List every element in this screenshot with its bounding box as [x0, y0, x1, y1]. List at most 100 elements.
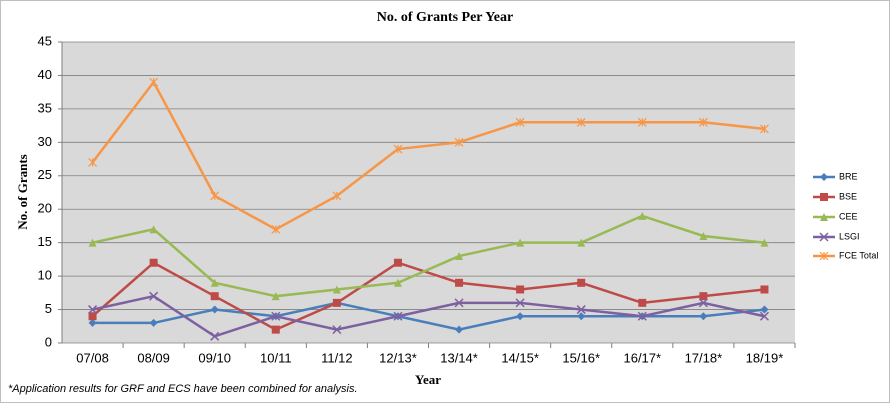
marker: [637, 117, 647, 127]
legend: BRE BSE CEE LSGI FCE Total: [813, 171, 878, 261]
marker: [210, 278, 219, 287]
marker: [760, 285, 769, 294]
y-tick-label: 10: [38, 268, 52, 283]
marker: [638, 211, 647, 220]
marker: [393, 258, 402, 267]
marker: [393, 144, 403, 154]
marker: [149, 318, 158, 327]
legend-item: FCE Total: [813, 250, 878, 261]
marker: [210, 191, 220, 201]
marker: [455, 252, 464, 261]
x-tick-label: 17/18*: [685, 350, 723, 365]
y-tick-label: 40: [38, 67, 52, 82]
marker: [698, 117, 708, 127]
marker: [699, 231, 708, 240]
marker: [819, 251, 829, 261]
marker: [149, 225, 158, 234]
marker: [210, 292, 219, 301]
x-tick-label: 16/17*: [623, 350, 661, 365]
x-tick-label: 09/10: [198, 350, 231, 365]
x-axis-label: Year: [415, 372, 441, 387]
plot-area: [62, 42, 795, 343]
x-tick-label: 13/14*: [440, 350, 478, 365]
marker: [332, 325, 342, 335]
x-tick-label: 18/19*: [746, 350, 784, 365]
x-tick-label: 15/16*: [562, 350, 600, 365]
y-tick-label: 30: [38, 134, 52, 149]
marker: [638, 298, 647, 307]
marker: [455, 325, 464, 334]
x-tick-label: 10/11: [260, 350, 292, 365]
series-line: [91, 79, 765, 231]
marker: [577, 238, 586, 247]
marker: [820, 193, 828, 201]
marker: [820, 213, 828, 221]
legend-label: LSGI: [839, 231, 860, 241]
x-tick-label: 14/15*: [501, 350, 539, 365]
marker: [271, 292, 280, 301]
series-line: [92, 294, 765, 338]
marker: [820, 173, 828, 181]
marker: [88, 305, 98, 315]
series-line: [91, 261, 765, 332]
marker: [515, 117, 525, 127]
y-tick-label: 0: [45, 334, 52, 349]
legend-item: CEE: [813, 211, 858, 221]
marker: [577, 278, 586, 287]
legend-item: BSE: [813, 191, 857, 201]
series-line: [92, 214, 765, 298]
marker: [454, 137, 464, 147]
marker: [210, 331, 220, 341]
y-tick-label: 25: [38, 167, 52, 182]
marker: [699, 292, 708, 301]
marker: [516, 312, 525, 321]
x-tick-label: 12/13*: [379, 350, 417, 365]
marker: [88, 312, 97, 321]
y-tick-label: 5: [45, 301, 52, 316]
marker: [210, 305, 219, 314]
legend-item: BRE: [813, 171, 858, 181]
y-axis-label: No. of Grants: [15, 154, 30, 229]
y-tick-label: 20: [38, 201, 52, 216]
marker: [760, 124, 769, 134]
marker: [516, 285, 525, 294]
marker: [819, 232, 829, 242]
legend-item: LSGI: [813, 231, 860, 242]
marker: [332, 191, 342, 201]
y-tick-label: 15: [38, 234, 52, 249]
marker: [698, 298, 708, 308]
legend-label: FCE Total: [839, 250, 878, 260]
marker: [699, 312, 708, 321]
legend-label: BRE: [839, 171, 858, 181]
chart-title: No. of Grants Per Year: [377, 10, 513, 25]
x-tick-label: 08/09: [137, 350, 170, 365]
marker: [149, 77, 159, 87]
legend-label: BSE: [839, 191, 857, 201]
marker: [515, 298, 525, 308]
marker: [576, 305, 586, 315]
marker: [271, 224, 281, 234]
x-tick-label: 11/12: [321, 350, 353, 365]
x-tick-label: 07/08: [76, 350, 109, 365]
legend-label: CEE: [839, 211, 858, 221]
y-tick-label: 45: [38, 33, 52, 48]
marker: [393, 311, 403, 321]
marker: [332, 285, 341, 294]
marker: [332, 298, 341, 307]
marker: [759, 311, 769, 321]
marker: [88, 238, 97, 247]
marker: [149, 291, 159, 301]
marker: [271, 325, 280, 334]
marker: [88, 318, 97, 327]
marker: [393, 278, 402, 287]
footnote: *Application results for GRF and ECS hav…: [8, 383, 358, 395]
marker: [88, 157, 97, 167]
marker: [760, 238, 769, 247]
marker: [149, 258, 158, 267]
marker: [760, 305, 769, 314]
marker: [454, 298, 464, 308]
y-tick-label: 35: [38, 100, 52, 115]
marker: [455, 278, 464, 287]
marker: [637, 311, 647, 321]
